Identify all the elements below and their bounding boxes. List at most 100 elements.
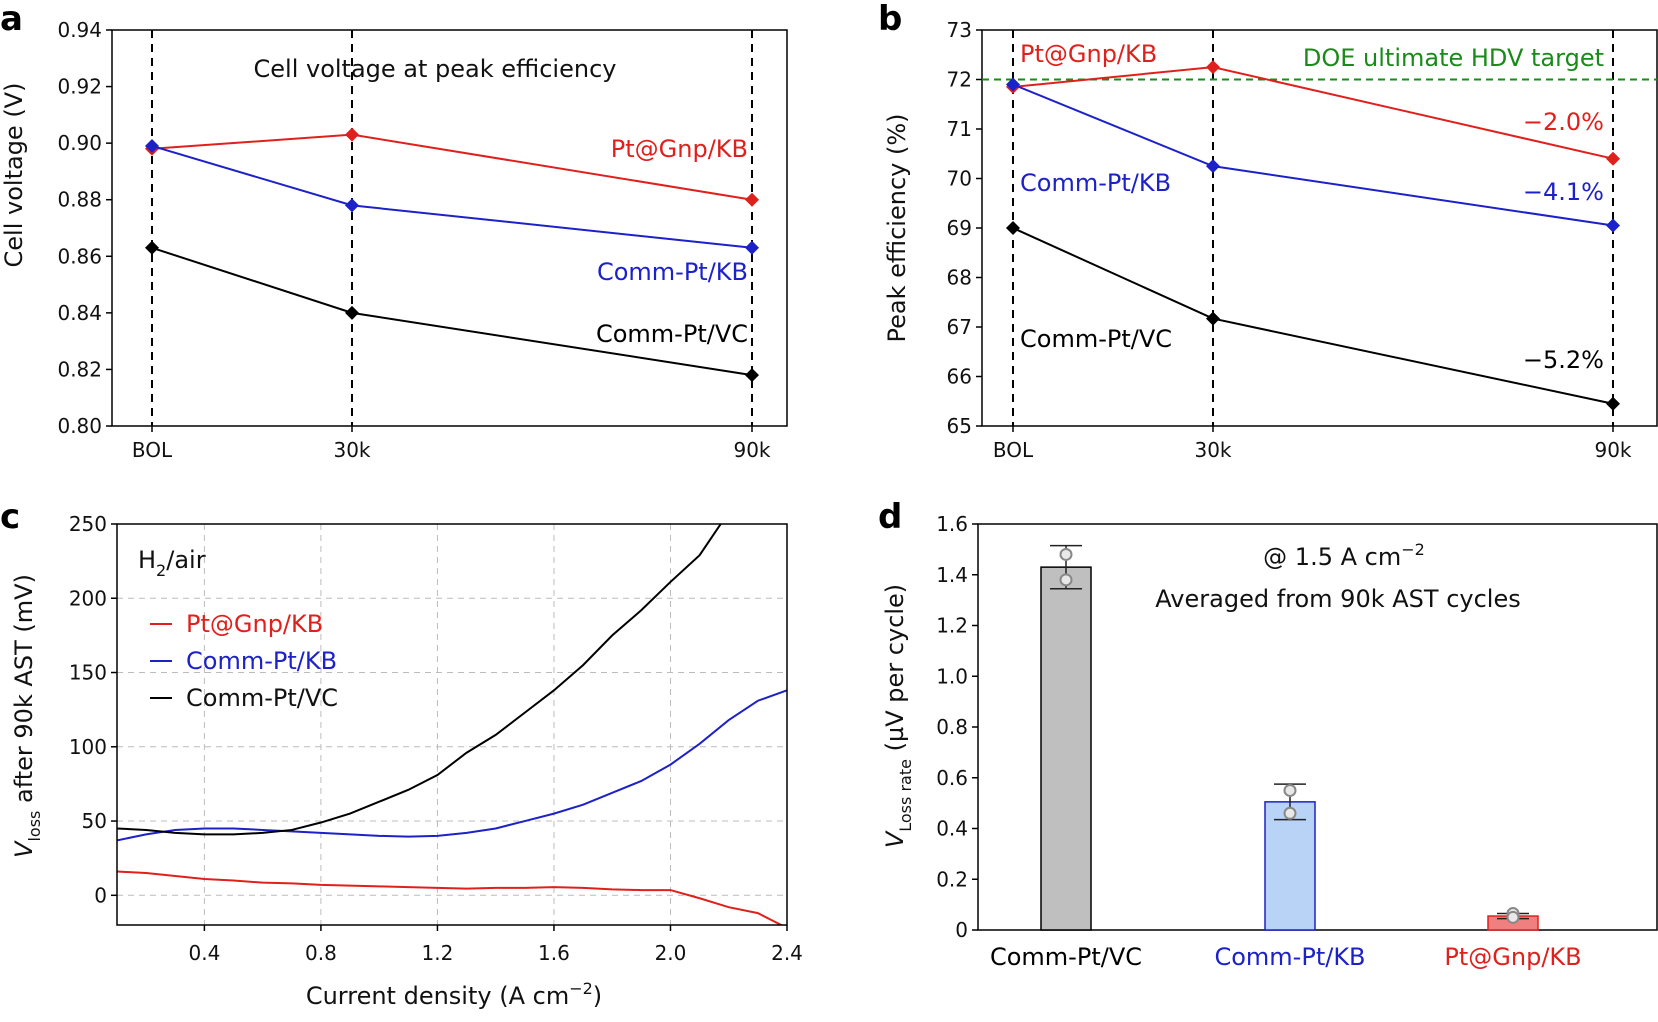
panel-c-condition: H2/air — [138, 546, 206, 580]
panel-a-series — [145, 127, 759, 383]
panel-d-bar-comm-pt-vc — [1040, 566, 1092, 931]
panel-b-y-tick-label: 73 — [947, 18, 972, 42]
panel-a-marker-comm-pt-vc-bol — [145, 240, 159, 255]
panel-b-y-tick-label: 68 — [947, 266, 972, 290]
panel-d-data-point-pt-gnp-kb — [1506, 910, 1520, 924]
panel-b-label-comm-pt-kb: Comm-Pt/KB — [1020, 169, 1171, 197]
panel-d-data-point-comm-pt-kb — [1283, 783, 1297, 797]
panel-b-marker-pt-gnp-kb-30k — [1206, 60, 1220, 75]
panel-a-marker-comm-pt-vc-30k — [345, 305, 359, 320]
panel-c-y-tick-label: 200 — [69, 586, 107, 610]
panel-d-x-label-comm-pt-vc: Comm-Pt/VC — [990, 943, 1142, 971]
panel-a-label-pt-gnp-kb: Pt@Gnp/KB — [611, 135, 748, 163]
panel-c-plot-frame — [116, 523, 788, 926]
panel-b-y-axis-label: Peak efficiency (%) — [883, 114, 911, 343]
panel-b-x-tick-label-90k: 90k — [1594, 438, 1631, 462]
panel-c-y-axis-label-rest: after 90k AST (mV) — [10, 574, 38, 811]
panel-d-y-tick-label: 1.4 — [936, 563, 968, 587]
panel-b-marker-pt-gnp-kb-90k — [1606, 151, 1620, 166]
panel-b-x-tick-label-30k: 30k — [1194, 438, 1231, 462]
panel-b-y-tick-label: 67 — [947, 315, 972, 339]
panel-c-line-comm-pt-vc — [117, 524, 722, 836]
panel-b-y-tick-label: 65 — [947, 414, 972, 438]
panel-c-x-tick-label: 1.6 — [538, 941, 570, 965]
panel-b-marker-comm-pt-vc-30k — [1206, 311, 1220, 326]
panel-d-bars — [1040, 544, 1539, 931]
panel-c-x-tick-label: 1.2 — [422, 941, 454, 965]
panel-b: b 65 66 67 68 69 70 71 72 73 BOL 30k 90k DOE ultim… — [878, 0, 1658, 462]
panel-d-data-point-comm-pt-vc — [1059, 547, 1073, 561]
panel-b-change-pt-gnp-kb: −2.0% — [1523, 108, 1604, 136]
panel-d-x-ticks: Comm-Pt/VC Comm-Pt/KB Pt@Gnp/KB — [990, 943, 1582, 971]
panel-c: c 0 50 100 150 200 250 0.4 0.8 1.2 1.6 2.0 2.4 H2/… — [0, 497, 803, 1010]
panel-d-y-tick-label: 1.6 — [936, 512, 968, 536]
panel-a-letter: a — [0, 0, 23, 39]
panel-a-marker-pt-gnp-kb-90k — [745, 192, 759, 207]
panel-b-y-tick-label: 72 — [947, 68, 972, 92]
panel-a-y-tick-label: 0.88 — [57, 188, 102, 212]
panel-a-y-tick-label: 0.82 — [57, 357, 102, 381]
panel-b-series — [1006, 60, 1620, 411]
panel-a-marker-comm-pt-kb-90k — [745, 240, 759, 255]
panel-b-y-ticks: 65 66 67 68 69 70 71 72 73 — [947, 18, 982, 438]
panel-a-y-tick-label: 0.86 — [57, 244, 102, 268]
panel-c-y-axis-label: Vloss after 90k AST (mV) — [10, 574, 44, 858]
panel-d-y-tick-label: 0.8 — [936, 715, 968, 739]
panel-a-y-tick-label: 0.94 — [57, 18, 102, 42]
panel-b-marker-comm-pt-kb-bol — [1006, 77, 1020, 92]
panel-d-annotation: @ 1.5 A cm−2 — [1263, 540, 1425, 571]
panel-d-y-tick-label: 1.0 — [936, 664, 968, 688]
panel-a-label-comm-pt-vc: Comm-Pt/VC — [596, 320, 748, 348]
panel-d-y-tick-label: 0 — [955, 918, 968, 942]
panel-d-annotation-sup: −2 — [1401, 540, 1425, 559]
panel-d-y-axis-label-v: V — [881, 830, 909, 848]
panel-b-change-comm-pt-kb: −4.1% — [1523, 178, 1604, 206]
panel-b-y-tick-label: 69 — [947, 216, 972, 240]
panel-d-x-label-pt-gnp-kb: Pt@Gnp/KB — [1444, 943, 1581, 971]
panel-c-x-axis-label-main: Current density (A cm — [306, 982, 569, 1010]
panel-c-x-axis-label: Current density (A cm−2) — [306, 979, 602, 1010]
panel-b-marker-comm-pt-kb-90k — [1606, 218, 1620, 233]
panel-a-marker-comm-pt-vc-90k — [745, 368, 759, 383]
panel-c-y-tick-label: 250 — [69, 512, 107, 536]
panel-b-change-comm-pt-vc: −5.2% — [1523, 346, 1604, 374]
panel-c-line-comm-pt-kb — [117, 689, 787, 842]
panel-a-x-ticks: BOL 30k 90k — [132, 426, 771, 462]
panel-d-y-axis-label: VLoss rate (µV per cycle) — [881, 584, 915, 848]
panel-c-condition-sub: 2 — [156, 561, 166, 580]
panel-c-legend: Pt@Gnp/KB Comm-Pt/KB Comm-Pt/VC — [150, 610, 338, 712]
panel-b-marker-comm-pt-vc-bol — [1006, 221, 1020, 235]
panel-d-y-axis-label-rest: (µV per cycle) — [881, 584, 909, 759]
panel-a-x-tick-label-90k: 90k — [733, 438, 770, 462]
panel-c-x-axis-label-end: ) — [593, 982, 602, 1010]
panel-b-label-comm-pt-vc: Comm-Pt/VC — [1020, 325, 1172, 353]
panel-b-letter: b — [878, 0, 902, 39]
panel-b-y-tick-label: 66 — [947, 365, 972, 389]
panel-d: d 00.20.40.60.81.01.21.41.6 Comm-Pt/VC Co… — [878, 497, 1658, 971]
panel-a-marker-comm-pt-kb-30k — [345, 198, 359, 213]
panel-d-annotation-main: @ 1.5 A cm — [1263, 543, 1401, 571]
panel-c-x-tick-label: 0.4 — [188, 941, 220, 965]
panel-c-legend-comm-pt-kb: Comm-Pt/KB — [186, 647, 337, 675]
panel-c-line-pt-gnp-kb — [117, 870, 784, 925]
panel-d-y-tick-label: 1.2 — [936, 614, 968, 638]
panel-b-marker-comm-pt-kb-30k — [1206, 159, 1220, 174]
panel-c-x-tick-label: 2.0 — [655, 941, 687, 965]
panel-c-grid — [117, 524, 787, 925]
panel-a-y-axis-label: Cell voltage (V) — [0, 83, 28, 268]
panel-a-y-tick-label: 0.84 — [57, 301, 102, 325]
panel-c-condition-rest: /air — [166, 546, 205, 574]
panel-b-target-label: DOE ultimate HDV target — [1303, 44, 1604, 72]
panel-d-y-ticks: 0 0.2 0.4 0.6 0.8 1.0 1.2 1.4 1.6 — [936, 512, 978, 942]
panel-b-y-tick-label: 71 — [947, 117, 972, 141]
panel-d-letter: d — [878, 497, 902, 537]
panel-d-y-tick-label: 0.6 — [936, 766, 968, 790]
panel-d-annotation-line2: Averaged from 90k AST cycles — [1155, 585, 1520, 613]
panel-a-x-tick-label-bol: BOL — [132, 438, 173, 462]
panel-a-y-ticks: 0.80 0.82 0.84 0.86 0.88 0.90 0.92 0.94 — [57, 18, 112, 438]
panel-c-x-tick-label: 0.8 — [305, 941, 337, 965]
panel-c-y-tick-label: 0 — [94, 883, 107, 907]
panel-a: a 0.80 0.82 0.84 0.86 0.88 0.90 0.92 0.94 BOL 30… — [0, 0, 788, 462]
panel-c-x-tick-label: 2.4 — [771, 941, 803, 965]
